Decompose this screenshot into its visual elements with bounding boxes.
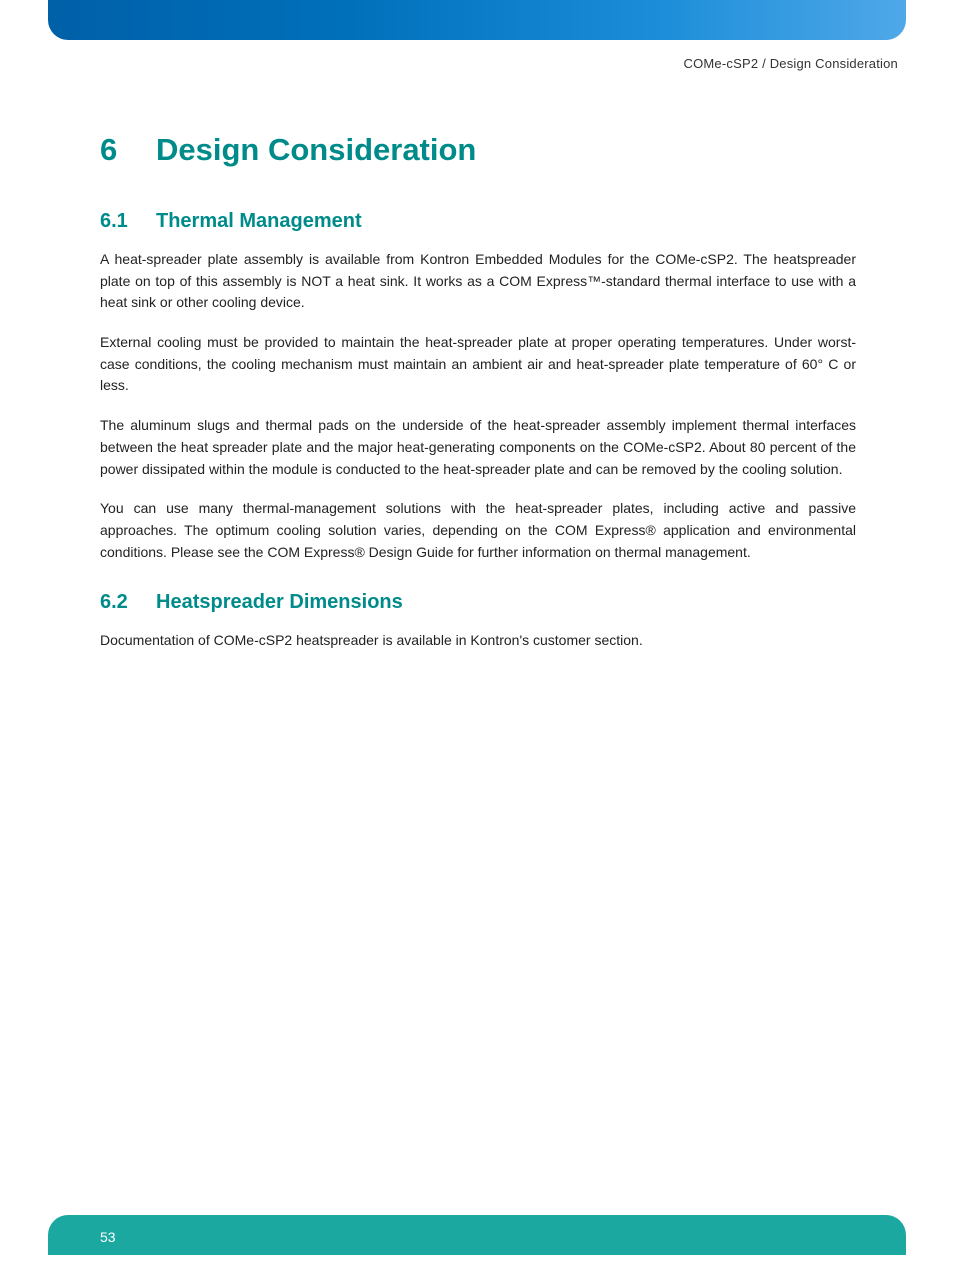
footer-bottom-bar <box>48 1215 906 1255</box>
section-number: 6.1 <box>100 210 156 233</box>
body-paragraph: Documentation of COMe-cSP2 heatspreader … <box>100 630 856 652</box>
section-title: Thermal Management <box>156 210 362 233</box>
chapter-number: 6 <box>100 132 156 168</box>
section-number: 6.2 <box>100 591 156 614</box>
page-number: 53 <box>100 1229 116 1245</box>
chapter-heading: 6 Design Consideration <box>100 132 856 168</box>
body-paragraph: The aluminum slugs and thermal pads on t… <box>100 415 856 480</box>
breadcrumb: COMe-cSP2 / Design Consideration <box>684 56 899 71</box>
body-paragraph: You can use many thermal-management solu… <box>100 498 856 563</box>
section-title: Heatspreader Dimensions <box>156 591 403 614</box>
header-top-bar <box>48 0 906 40</box>
chapter-title: Design Consideration <box>156 132 476 168</box>
page-content: 6 Design Consideration 6.1 Thermal Manag… <box>100 132 856 670</box>
section-heading-6-1: 6.1 Thermal Management <box>100 210 856 233</box>
body-paragraph: A heat-spreader plate assembly is availa… <box>100 249 856 314</box>
section-heading-6-2: 6.2 Heatspreader Dimensions <box>100 591 856 614</box>
body-paragraph: External cooling must be provided to mai… <box>100 332 856 397</box>
